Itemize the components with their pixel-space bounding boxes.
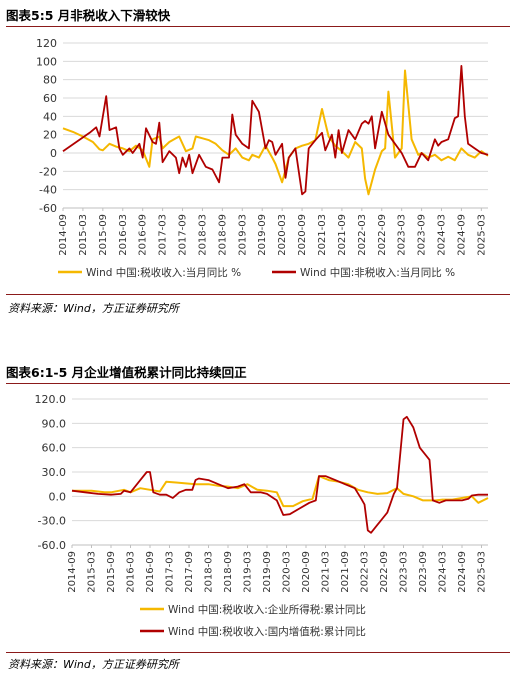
chart2-x-tick-label: 2025-03 <box>477 551 488 593</box>
chart2-y-tick-label: 0.0 <box>49 490 67 503</box>
chart2-series-2-line <box>71 415 488 534</box>
chart1-y-tick-label: 20 <box>43 129 57 142</box>
chart2-x-tick-label: 2015-09 <box>106 551 117 593</box>
chart1-x-tick-label: 2021-09 <box>337 214 348 256</box>
chart1-legend-label-2: Wind 中国:非税收入:当月同比 % <box>300 266 455 279</box>
chart2-x-tick-label: 2015-03 <box>87 551 98 593</box>
chart2-x-tick-label: 2016-03 <box>126 551 137 593</box>
chart1-y-tick-label: 40 <box>43 110 57 123</box>
chart2-x-tick-label: 2022-09 <box>379 551 390 593</box>
chart1-x-tick-label: 2023-03 <box>397 214 408 256</box>
chart1-x-tick-label: 2017-03 <box>158 214 169 256</box>
chart2-x-tick-label: 2022-03 <box>360 551 371 593</box>
chart1-x-tick-label: 2015-03 <box>78 214 89 256</box>
chart1-series-1-line <box>62 69 489 196</box>
chart1-source: 资料来源：Wind，方正证券研究所 <box>8 302 179 315</box>
chart2-x-tick-label: 2020-03 <box>282 551 293 593</box>
chart1-x-tick-label: 2017-09 <box>178 214 189 256</box>
chart2-series-1-line <box>72 475 489 508</box>
chart1-x-tick-label: 2023-09 <box>417 214 428 256</box>
chart1-x-tick-label: 2019-03 <box>237 214 248 256</box>
chart1-y-tick-label: 100 <box>36 55 57 68</box>
chart1-x-tick-label: 2024-09 <box>456 214 467 256</box>
chart1-x-tick-label: 2018-09 <box>217 214 228 256</box>
chart2-title: 图表6:1-5 月企业增值税累计同比持续回正 <box>6 365 247 380</box>
chart2-legend-label-2: Wind 中国:税收收入:国内增值税:累计同比 <box>168 625 366 638</box>
chart1-x-tick-label: 2021-03 <box>317 214 328 256</box>
chart2-x-tick-label: 2021-09 <box>340 551 351 593</box>
chart1-y-tick-label: 0 <box>50 147 57 160</box>
chart2-y-tick-label: -30.0 <box>38 515 66 528</box>
chart1-x-tick-label: 2015-09 <box>98 214 109 256</box>
chart1-x-tick-label: 2016-03 <box>118 214 129 256</box>
chart2-legend-label-1: Wind 中国:税收收入:企业所得税:累计同比 <box>168 603 366 616</box>
chart1-x-tick-label: 2022-03 <box>357 214 368 256</box>
chart1-x-tick-label: 2020-09 <box>297 214 308 256</box>
chart2-x-tick-label: 2018-09 <box>223 551 234 593</box>
chart2-y-tick-label: 30.0 <box>42 466 67 479</box>
chart1-y-tick-label: 80 <box>43 74 57 87</box>
chart2-y-tick-label: 120.0 <box>35 393 67 406</box>
chart2-x-tick-label: 2016-09 <box>145 551 156 593</box>
chart1-y-tick-label: 120 <box>36 37 57 50</box>
chart1-title: 图表5:5 月非税收入下滑较快 <box>6 8 171 23</box>
chart1-x-tick-label: 2014-09 <box>58 214 69 256</box>
chart2-x-tick-label: 2018-03 <box>204 551 215 593</box>
chart2-bottom-rule <box>6 652 510 653</box>
chart2-x-tick-label: 2023-03 <box>399 551 410 593</box>
chart2-x-tick-label: 2024-03 <box>438 551 449 593</box>
chart2-x-tick-label: 2017-09 <box>184 551 195 593</box>
chart2-y-tick-label: 60.0 <box>42 442 67 455</box>
chart1-x-tick-label: 2024-03 <box>437 214 448 256</box>
chart1-x-tick-label: 2025-03 <box>476 214 487 256</box>
chart1-y-tick-label: 60 <box>43 92 57 105</box>
chart1-x-tick-label: 2019-09 <box>257 214 268 256</box>
chart2-y-tick-label: 90.0 <box>42 417 67 430</box>
chart2-source: 资料来源：Wind，方正证券研究所 <box>8 658 179 671</box>
chart2-x-tick-label: 2017-03 <box>165 551 176 593</box>
chart1-y-tick-label: -60 <box>39 202 57 215</box>
chart2-x-tick-label: 2019-03 <box>243 551 254 593</box>
chart1-legend-label-1: Wind 中国:税收收入:当月同比 % <box>86 266 241 279</box>
chart1-y-tick-label: -20 <box>39 165 57 178</box>
chart1-x-tick-label: 2016-09 <box>138 214 149 256</box>
chart2-x-tick-label: 2014-09 <box>67 551 78 593</box>
chart2-x-tick-label: 2021-03 <box>321 551 332 593</box>
chart1-series-2-line <box>62 65 489 196</box>
chart1-top-rule <box>6 26 510 27</box>
chart1-x-tick-label: 2020-03 <box>277 214 288 256</box>
chart2-x-tick-label: 2020-09 <box>301 551 312 593</box>
chart1-y-tick-label: -40 <box>39 184 57 197</box>
chart1-x-tick-label: 2018-03 <box>197 214 208 256</box>
chart1-x-tick-label: 2022-09 <box>377 214 388 256</box>
chart1-bottom-rule <box>6 294 510 295</box>
chart2-x-tick-label: 2023-09 <box>418 551 429 593</box>
chart2-top-rule <box>6 383 510 384</box>
chart2-y-tick-label: -60.0 <box>38 539 66 552</box>
chart2-x-tick-label: 2024-09 <box>457 551 468 593</box>
chart2-x-tick-label: 2019-09 <box>262 551 273 593</box>
